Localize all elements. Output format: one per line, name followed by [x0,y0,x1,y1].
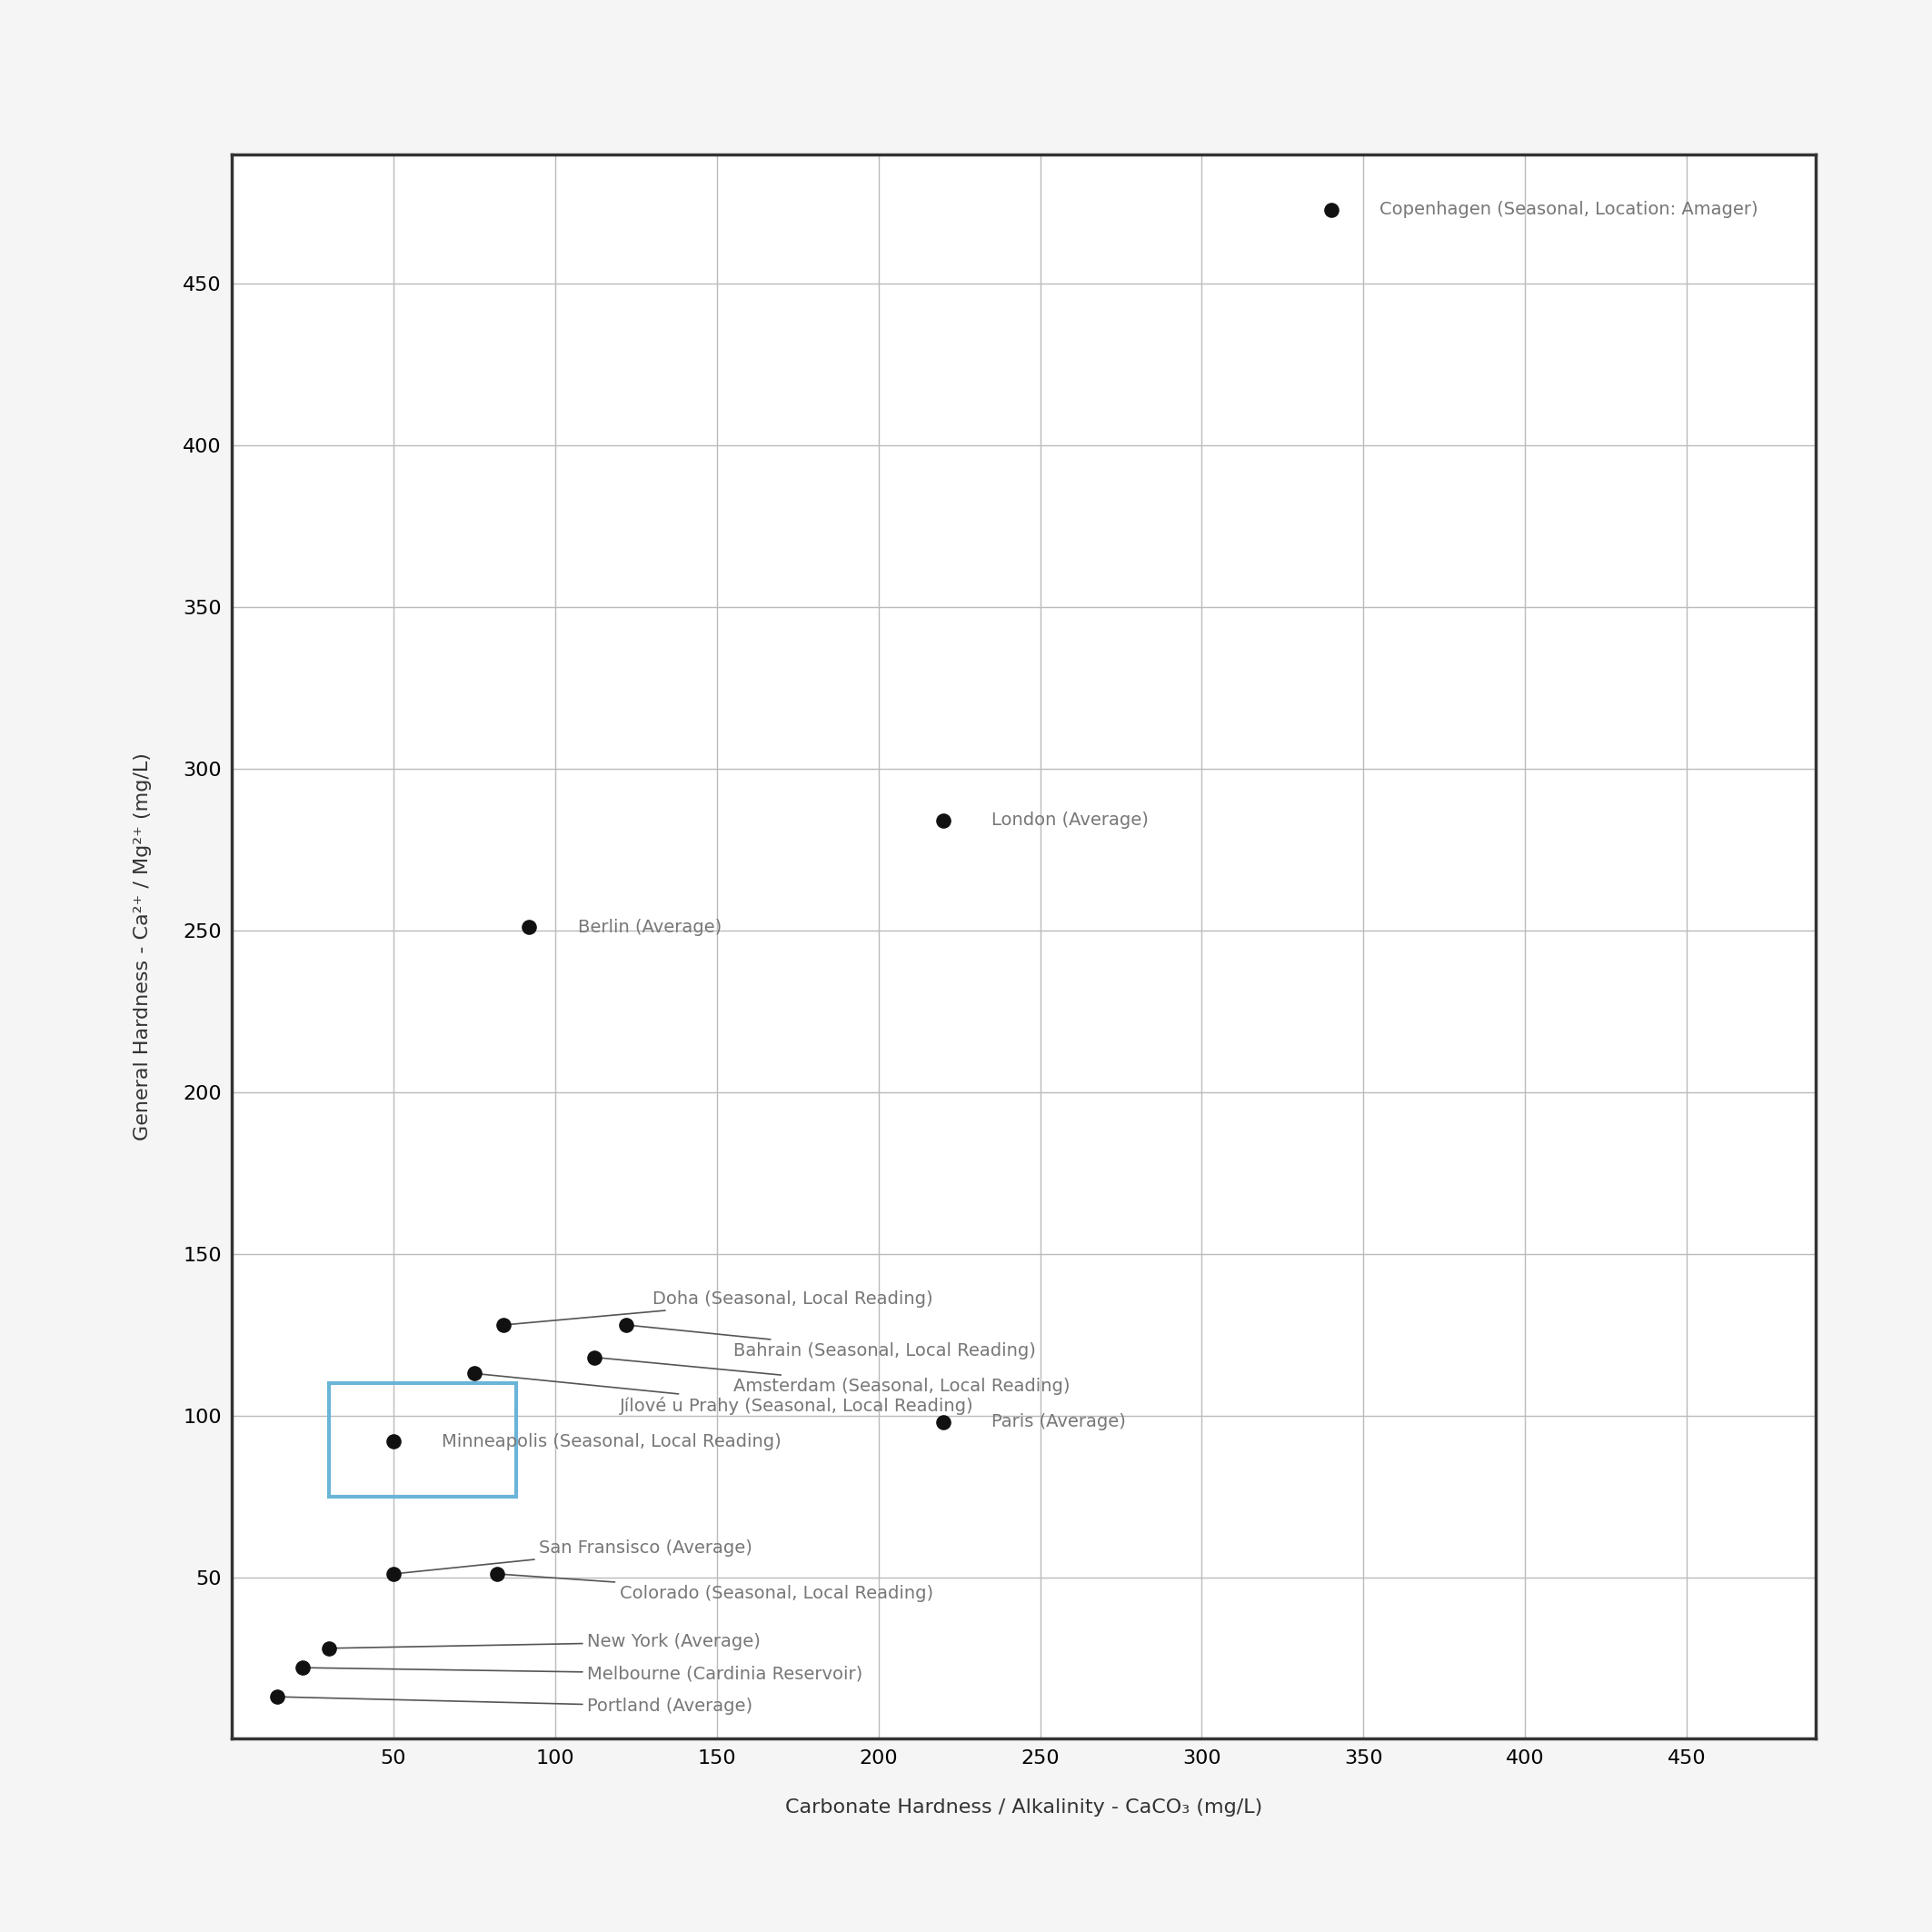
Point [379,1559,410,1590]
Point [379,1426,410,1457]
Point [288,1652,319,1683]
Point [1316,193,1347,224]
Point [927,1406,958,1437]
Point [460,1358,491,1389]
Point [927,806,958,837]
Point [611,1310,641,1341]
Point [261,1681,292,1712]
Text: Melbourne (Cardinia Reservoir): Melbourne (Cardinia Reservoir) [305,1665,864,1683]
Point [313,1633,344,1663]
Text: Minneapolis (Seasonal, Local Reading): Minneapolis (Seasonal, Local Reading) [442,1434,782,1451]
Text: Amsterdam (Seasonal, Local Reading): Amsterdam (Seasonal, Local Reading) [597,1358,1070,1395]
Text: London (Average): London (Average) [991,811,1150,829]
Y-axis label: General Hardness - Ca²⁺ / Mg²⁺ (mg/L): General Hardness - Ca²⁺ / Mg²⁺ (mg/L) [133,753,151,1140]
Point [514,912,545,943]
Text: Jílové u Prahy (Seasonal, Local Reading): Jílové u Prahy (Seasonal, Local Reading) [477,1374,974,1414]
Text: Berlin (Average): Berlin (Average) [578,918,721,935]
Text: San Fransisco (Average): San Fransisco (Average) [396,1540,752,1575]
Text: Colorado (Seasonal, Local Reading): Colorado (Seasonal, Local Reading) [500,1575,933,1602]
Point [481,1559,512,1590]
Text: Doha (Seasonal, Local Reading): Doha (Seasonal, Local Reading) [506,1291,933,1325]
X-axis label: Carbonate Hardness / Alkalinity - CaCO₃ (mg/L): Carbonate Hardness / Alkalinity - CaCO₃ … [784,1799,1264,1816]
Text: Portland (Average): Portland (Average) [280,1696,753,1716]
Text: Copenhagen (Seasonal, Location: Amager): Copenhagen (Seasonal, Location: Amager) [1379,201,1758,218]
Point [578,1343,609,1374]
Text: Bahrain (Seasonal, Local Reading): Bahrain (Seasonal, Local Reading) [628,1325,1036,1360]
Text: Paris (Average): Paris (Average) [991,1414,1126,1430]
Text: New York (Average): New York (Average) [332,1633,761,1650]
Bar [328,1383,516,1495]
Point [489,1310,520,1341]
